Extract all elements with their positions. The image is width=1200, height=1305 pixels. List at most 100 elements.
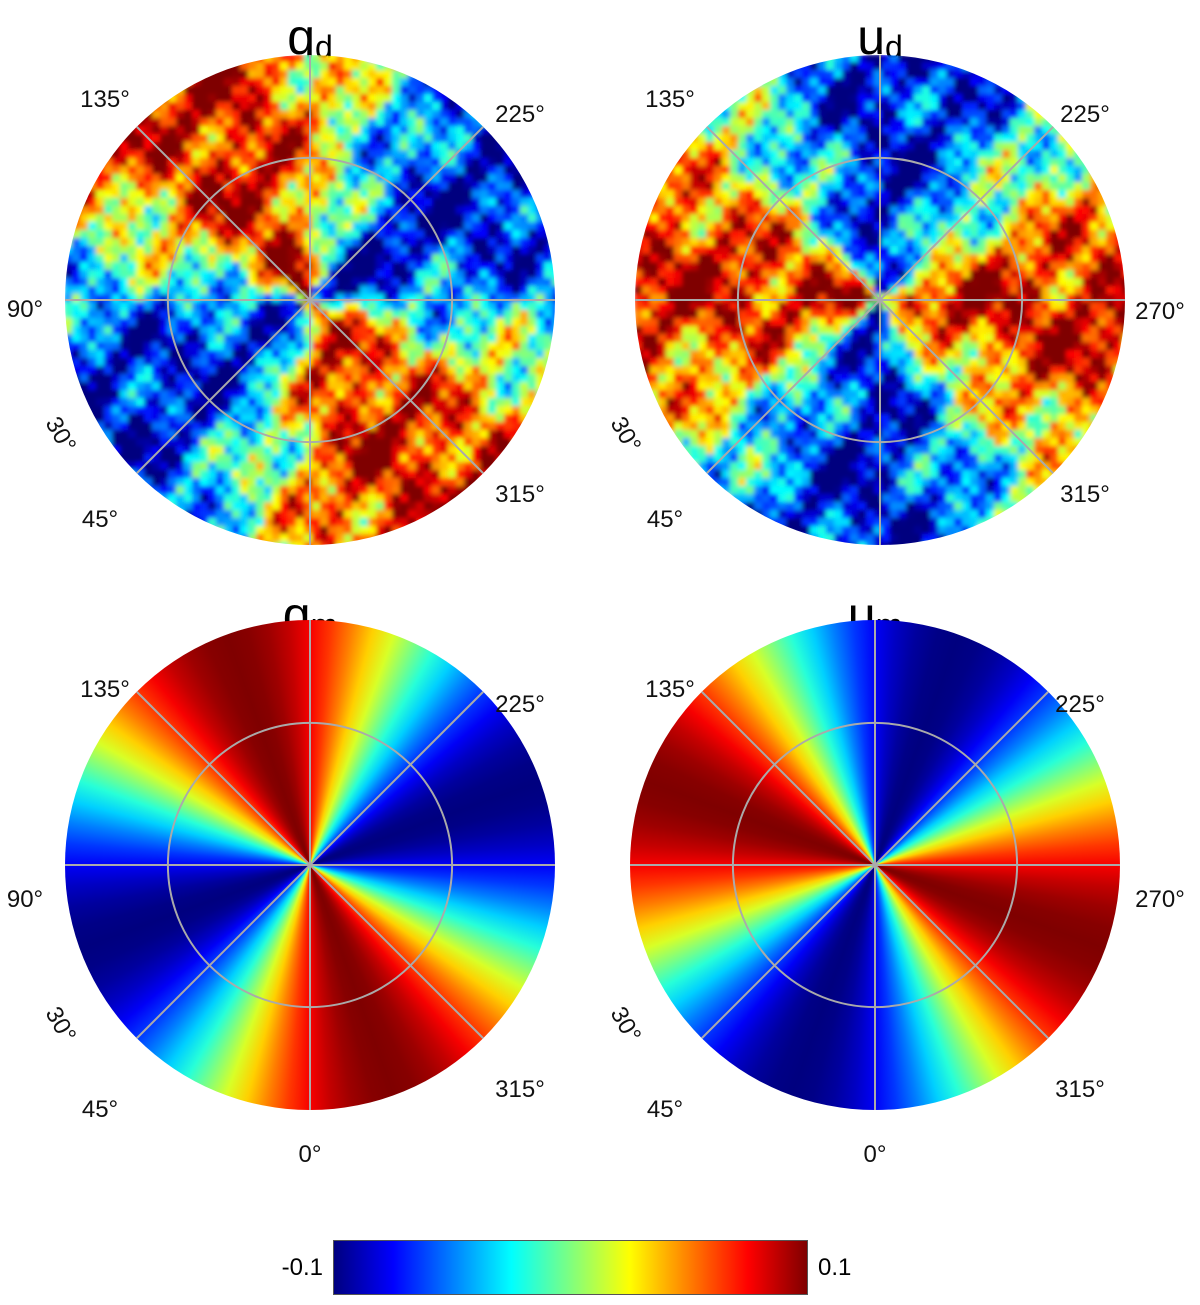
map-cell bbox=[890, 150, 900, 160]
map-cell bbox=[336, 446, 346, 456]
map-cell bbox=[368, 142, 378, 152]
map-cell bbox=[176, 318, 186, 328]
map-cell bbox=[1042, 198, 1052, 208]
map-cell bbox=[400, 374, 410, 384]
map-cell bbox=[818, 126, 828, 136]
map-cell bbox=[384, 262, 394, 272]
map-cell bbox=[256, 142, 266, 152]
map-cell bbox=[392, 494, 402, 504]
map-cell bbox=[400, 270, 410, 280]
map-cell bbox=[152, 374, 162, 384]
map-cell bbox=[424, 366, 434, 376]
map-cell bbox=[850, 238, 860, 248]
map-cell bbox=[432, 238, 442, 248]
map-cell bbox=[834, 55, 844, 64]
map-cell bbox=[536, 270, 546, 280]
map-cell bbox=[160, 214, 170, 224]
map-cell bbox=[376, 214, 386, 224]
map-cell bbox=[528, 254, 538, 264]
map-cell bbox=[754, 110, 764, 120]
map-cell bbox=[794, 270, 804, 280]
map-cell bbox=[906, 118, 916, 128]
map-cell bbox=[480, 454, 490, 464]
map-cell bbox=[288, 494, 298, 504]
map-cell bbox=[352, 214, 362, 224]
map-cell bbox=[882, 198, 892, 208]
map-cell bbox=[216, 286, 226, 296]
map-cell bbox=[1058, 158, 1068, 168]
map-cell bbox=[184, 246, 194, 256]
map-cell bbox=[296, 374, 306, 384]
map-cell bbox=[208, 414, 218, 424]
map-cell bbox=[280, 486, 290, 496]
map-cell bbox=[962, 150, 972, 160]
map-cell bbox=[248, 158, 258, 168]
map-cell bbox=[432, 182, 442, 192]
map-cell bbox=[850, 70, 860, 80]
map-cell bbox=[682, 238, 692, 248]
map-cell bbox=[1098, 190, 1108, 200]
map-cell bbox=[1018, 158, 1028, 168]
map-cell bbox=[826, 198, 836, 208]
map-cell bbox=[264, 190, 274, 200]
map-cell bbox=[746, 198, 756, 208]
map-cell bbox=[256, 78, 266, 88]
map-cell bbox=[72, 310, 82, 320]
map-cell bbox=[424, 254, 434, 264]
map-cell bbox=[392, 502, 402, 512]
map-cell bbox=[216, 502, 226, 512]
map-cell bbox=[384, 310, 394, 320]
map-cell bbox=[240, 430, 250, 440]
map-cell bbox=[818, 254, 828, 264]
map-cell bbox=[1090, 198, 1100, 208]
map-cell bbox=[384, 462, 394, 472]
map-cell bbox=[1010, 102, 1020, 112]
map-cell bbox=[368, 406, 378, 416]
map-cell bbox=[184, 366, 194, 376]
map-cell bbox=[850, 302, 860, 312]
map-cell bbox=[464, 182, 474, 192]
map-cell bbox=[336, 286, 346, 296]
map-cell bbox=[946, 62, 956, 72]
map-cell bbox=[328, 470, 338, 480]
map-cell bbox=[954, 302, 964, 312]
map-cell bbox=[544, 326, 554, 336]
map-cell bbox=[1018, 310, 1028, 320]
map-cell bbox=[208, 326, 218, 336]
map-cell bbox=[642, 206, 652, 216]
map-cell bbox=[552, 342, 555, 352]
map-cell bbox=[296, 446, 306, 456]
map-cell bbox=[520, 326, 530, 336]
map-cell bbox=[200, 326, 210, 336]
map-cell bbox=[480, 118, 490, 128]
map-cell bbox=[184, 390, 194, 400]
map-cell bbox=[192, 278, 202, 288]
map-cell bbox=[352, 502, 362, 512]
map-cell bbox=[1010, 134, 1020, 144]
map-cell bbox=[834, 238, 844, 248]
map-cell bbox=[224, 86, 234, 96]
map-cell bbox=[424, 390, 434, 400]
map-cell bbox=[360, 454, 370, 464]
map-cell bbox=[448, 214, 458, 224]
map-cell bbox=[480, 134, 490, 144]
map-cell bbox=[1066, 302, 1076, 312]
map-cell bbox=[248, 150, 258, 160]
map-cell bbox=[962, 310, 972, 320]
map-cell bbox=[858, 318, 868, 328]
map-cell bbox=[834, 166, 844, 176]
map-cell bbox=[400, 502, 410, 512]
map-cell bbox=[408, 94, 418, 104]
map-cell bbox=[842, 302, 852, 312]
map-cell bbox=[360, 310, 370, 320]
map-cell bbox=[272, 102, 282, 112]
map-cell bbox=[1002, 110, 1012, 120]
map-cell bbox=[392, 334, 402, 344]
map-cell bbox=[440, 126, 450, 136]
map-cell bbox=[240, 238, 250, 248]
map-cell bbox=[738, 270, 748, 280]
map-cell bbox=[504, 238, 514, 248]
map-cell bbox=[1018, 102, 1028, 112]
map-cell bbox=[368, 126, 378, 136]
map-cell bbox=[184, 358, 194, 368]
